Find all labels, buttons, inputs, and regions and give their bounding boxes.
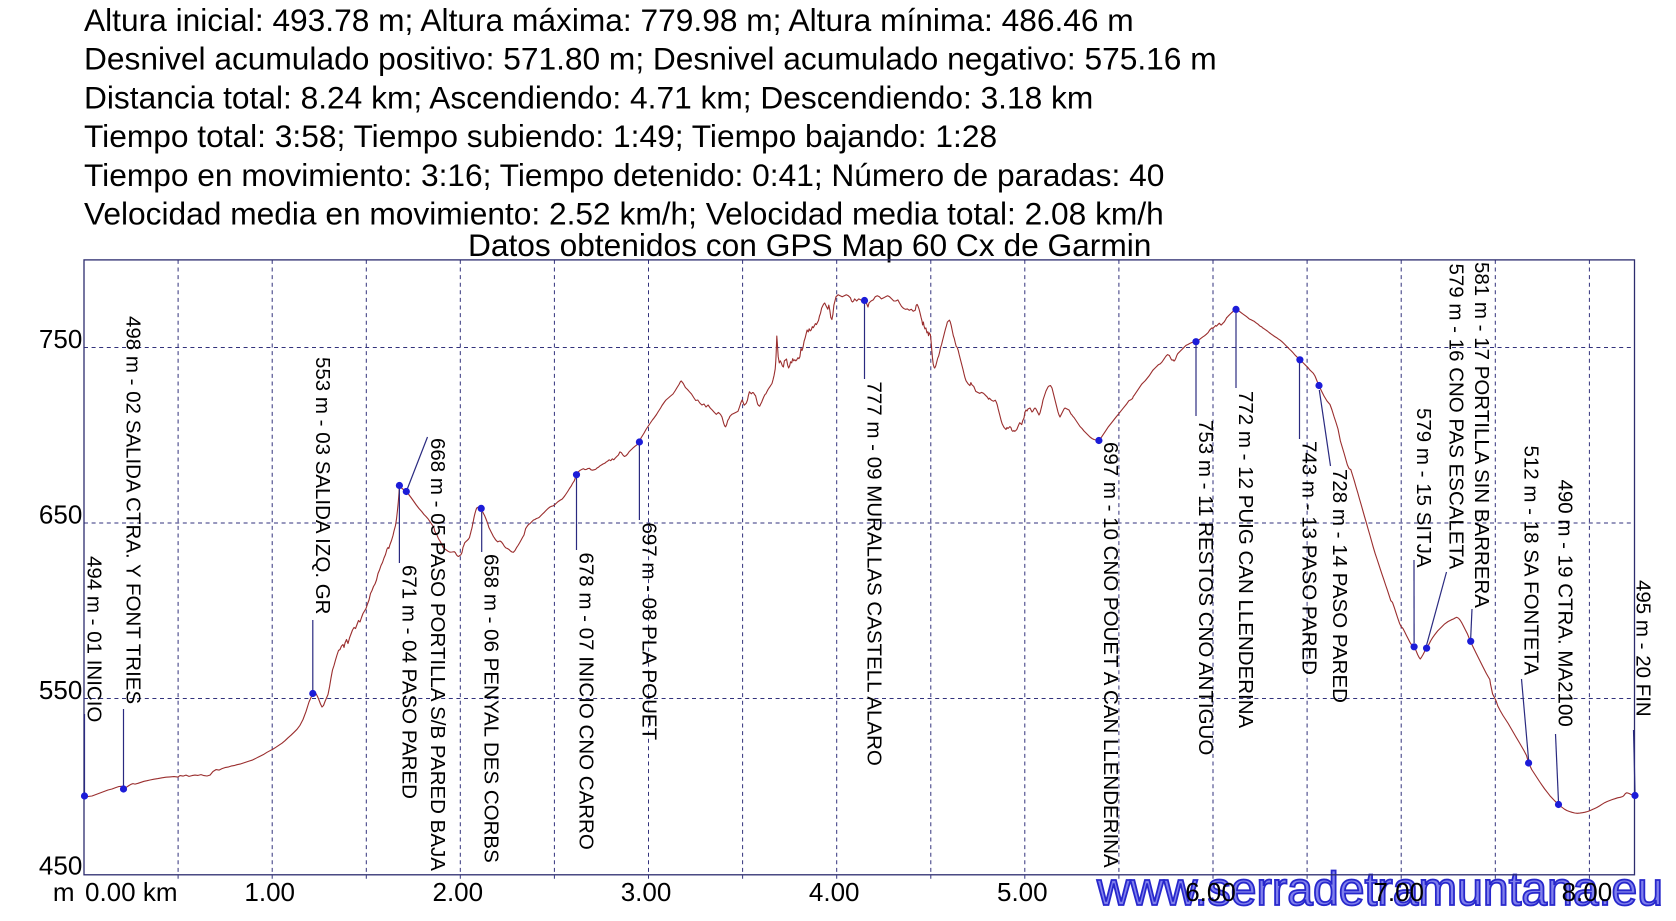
svg-text:658 m - 06 PENYAL DES CORBS: 658 m - 06 PENYAL DES CORBS [480, 554, 503, 863]
svg-text:750: 750 [39, 324, 82, 354]
svg-text:579 m - 16 CNO PAS ESCALETA: 579 m - 16 CNO PAS ESCALETA [1445, 264, 1468, 570]
svg-text:728 m - 14 PASO PARED: 728 m - 14 PASO PARED [1328, 469, 1351, 703]
svg-text:550: 550 [39, 675, 82, 705]
svg-text:6.00: 6.00 [1185, 877, 1236, 907]
svg-text:www.serradetramuntana.eu: www.serradetramuntana.eu [1096, 862, 1663, 915]
svg-text:Datos obtenidos con GPS Map 60: Datos obtenidos con GPS Map 60 Cx de Gar… [468, 227, 1151, 263]
svg-text:Altura inicial: 493.78 m; Altu: Altura inicial: 493.78 m; Altura máxima:… [84, 2, 1134, 38]
svg-text:678 m - 07 INICIO CNO CARRO: 678 m - 07 INICIO CNO CARRO [575, 553, 598, 850]
svg-text:Tiempo en movimiento: 3:16; Ti: Tiempo en movimiento: 3:16; Tiempo deten… [84, 157, 1164, 193]
svg-text:8.00: 8.00 [1562, 877, 1613, 907]
svg-text:777 m - 09 MURALLAS CASTELL AL: 777 m - 09 MURALLAS CASTELL ALARO [863, 382, 886, 766]
svg-text:743 m - 13 PASO PARED: 743 m - 13 PASO PARED [1298, 441, 1321, 675]
svg-text:490 m - 19 CTRA. MA2100: 490 m - 19 CTRA. MA2100 [1554, 480, 1577, 727]
svg-text:697 m - 10 CNO POUET A CAN LLE: 697 m - 10 CNO POUET A CAN LLENDERINA [1099, 442, 1122, 868]
svg-text:Distancia total: 8.24 km; Asce: Distancia total: 8.24 km; Ascendiendo: 4… [84, 79, 1093, 115]
svg-text:7.00: 7.00 [1373, 877, 1424, 907]
svg-text:772 m - 12 PUIG CAN LLENDERINA: 772 m - 12 PUIG CAN LLENDERINA [1234, 391, 1257, 729]
svg-text:Tiempo total: 3:58; Tiempo sub: Tiempo total: 3:58; Tiempo subiendo: 1:4… [84, 118, 997, 154]
svg-text:450: 450 [39, 851, 82, 881]
svg-text:2.00: 2.00 [432, 877, 483, 907]
svg-text:494 m - 01 INICIO: 494 m - 01 INICIO [83, 556, 106, 722]
svg-text:753 m - 11 RESTOS CNO ANTIGUO: 753 m - 11 RESTOS CNO ANTIGUO [1194, 420, 1217, 755]
svg-text:512 m - 18 SA FONTETA: 512 m - 18 SA FONTETA [1520, 446, 1543, 676]
svg-text:579 m - 15 SITJA: 579 m - 15 SITJA [1412, 408, 1435, 568]
svg-text:0.00 km: 0.00 km [85, 877, 178, 907]
svg-text:498 m - 02 SALIDA CTRA. Y FONT: 498 m - 02 SALIDA CTRA. Y FONT TRIES [122, 316, 145, 704]
svg-text:697 m - 08 PLA POUET: 697 m - 08 PLA POUET [637, 523, 660, 741]
svg-text:3.00: 3.00 [621, 877, 672, 907]
svg-text:495 m - 20 FIN: 495 m - 20 FIN [1632, 580, 1655, 717]
svg-text:553 m - 03 SALIDA IZQ. GR: 553 m - 03 SALIDA IZQ. GR [311, 357, 334, 614]
svg-text:4.00: 4.00 [809, 877, 860, 907]
svg-text:5.00: 5.00 [997, 877, 1048, 907]
svg-text:Desnivel acumulado positivo: 5: Desnivel acumulado positivo: 571.80 m; D… [84, 41, 1217, 77]
svg-text:671 m - 04 PASO PARED: 671 m - 04 PASO PARED [397, 565, 420, 799]
svg-text:581 m - 17 PORTILLA SIN BARRER: 581 m - 17 PORTILLA SIN BARRERA [1470, 262, 1493, 608]
svg-text:668 m - 05 PASO PORTILLA S/B P: 668 m - 05 PASO PORTILLA S/B PARED BAJA [426, 438, 449, 871]
svg-text:650: 650 [39, 500, 82, 530]
svg-text:m: m [53, 877, 75, 907]
svg-text:1.00: 1.00 [244, 877, 295, 907]
svg-text:Velocidad media en movimiento:: Velocidad media en movimiento: 2.52 km/h… [84, 196, 1164, 232]
